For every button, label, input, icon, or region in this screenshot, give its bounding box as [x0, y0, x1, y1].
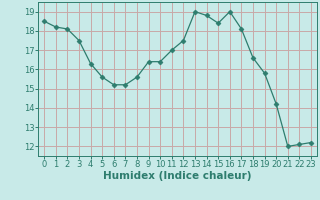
X-axis label: Humidex (Indice chaleur): Humidex (Indice chaleur)	[103, 171, 252, 181]
